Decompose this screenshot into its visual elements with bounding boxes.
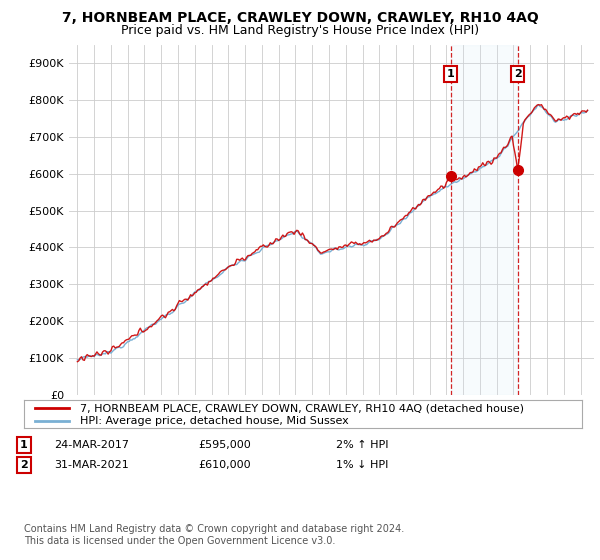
Text: 2% ↑ HPI: 2% ↑ HPI — [336, 440, 389, 450]
Text: 1% ↓ HPI: 1% ↓ HPI — [336, 460, 388, 470]
Bar — [451, 45, 518, 395]
Text: 7, HORNBEAM PLACE, CRAWLEY DOWN, CRAWLEY, RH10 4AQ: 7, HORNBEAM PLACE, CRAWLEY DOWN, CRAWLEY… — [62, 11, 538, 25]
Text: 2: 2 — [514, 69, 521, 80]
Text: £595,000: £595,000 — [198, 440, 251, 450]
Text: 7, HORNBEAM PLACE, CRAWLEY DOWN, CRAWLEY, RH10 4AQ (detached house): 7, HORNBEAM PLACE, CRAWLEY DOWN, CRAWLEY… — [80, 403, 524, 413]
Text: 31-MAR-2021: 31-MAR-2021 — [54, 460, 129, 470]
Text: 1: 1 — [20, 440, 28, 450]
Text: Price paid vs. HM Land Registry's House Price Index (HPI): Price paid vs. HM Land Registry's House … — [121, 24, 479, 36]
Text: £610,000: £610,000 — [198, 460, 251, 470]
Text: Contains HM Land Registry data © Crown copyright and database right 2024.
This d: Contains HM Land Registry data © Crown c… — [24, 524, 404, 546]
Text: 24-MAR-2017: 24-MAR-2017 — [54, 440, 129, 450]
Text: 2: 2 — [20, 460, 28, 470]
Text: HPI: Average price, detached house, Mid Sussex: HPI: Average price, detached house, Mid … — [80, 416, 349, 426]
Text: 1: 1 — [447, 69, 454, 80]
